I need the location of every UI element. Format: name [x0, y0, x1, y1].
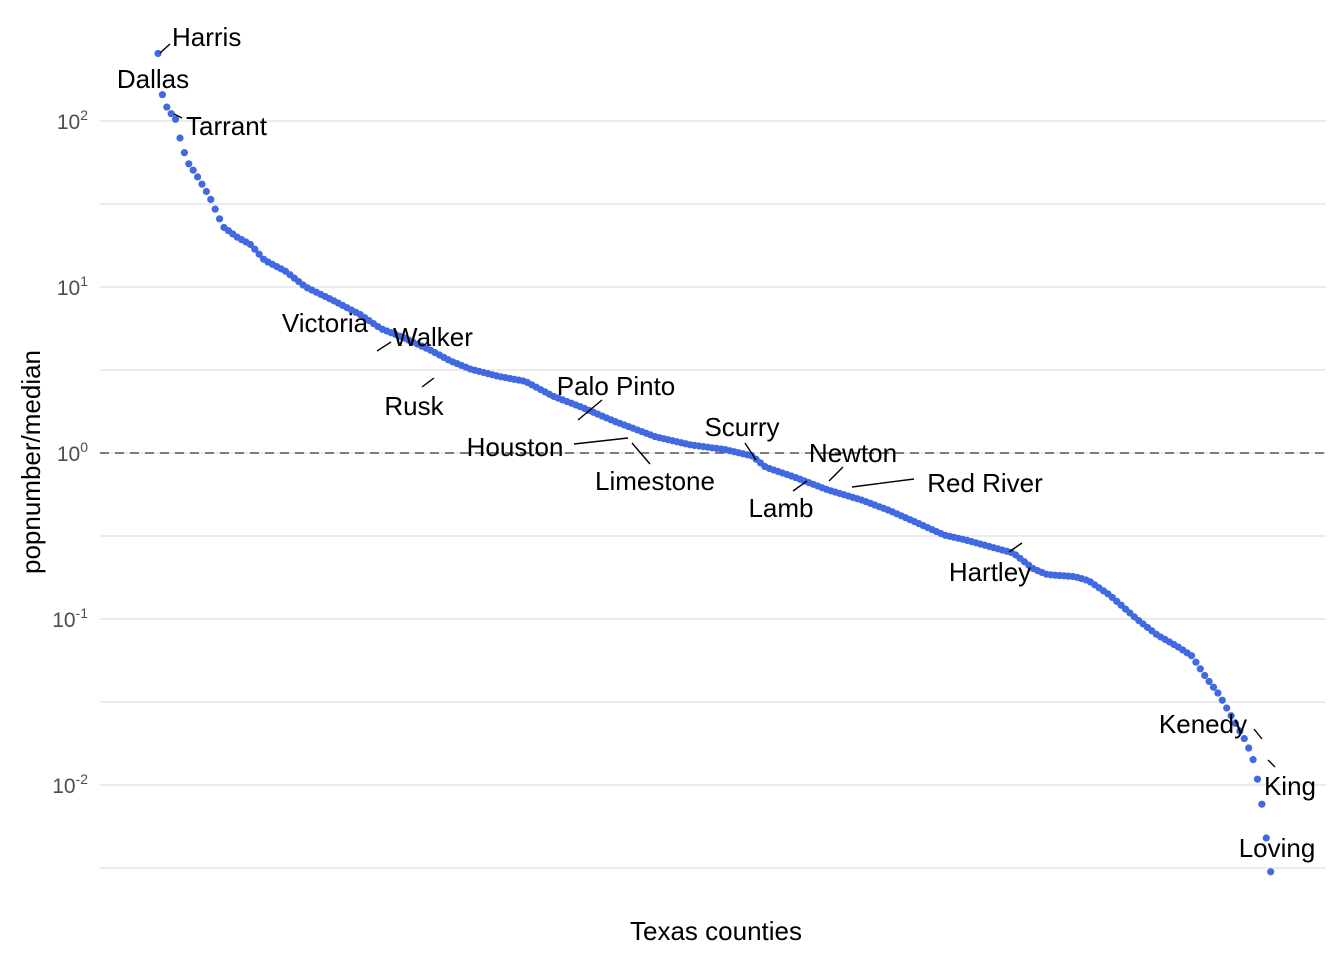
data-point [189, 166, 197, 174]
data-point [1267, 868, 1275, 876]
grid-lines [100, 120, 1326, 869]
data-point [1253, 775, 1262, 783]
data-point [1227, 712, 1235, 720]
label-leader [744, 442, 757, 461]
y-tick-label: 10-2 [52, 771, 88, 798]
data-point [1187, 652, 1196, 660]
point-label-scurry: Scurry [704, 412, 779, 442]
data-point [1245, 744, 1253, 752]
point-label-harris: Harris [172, 22, 241, 52]
point-label-hartley: Hartley [949, 557, 1031, 587]
label-leader [792, 480, 808, 492]
point-label-lamb: Lamb [748, 493, 813, 523]
data-point [202, 187, 210, 196]
point-label-king: King [1264, 771, 1316, 801]
label-leaders [159, 43, 1276, 768]
point-label-kenedy: Kenedy [1159, 709, 1247, 739]
data-point [1258, 800, 1266, 808]
x-axis-title: Texas counties [630, 916, 802, 946]
data-point [163, 103, 171, 111]
label-leader [1253, 728, 1263, 740]
data-points [154, 49, 1275, 876]
data-point [251, 245, 259, 253]
data-point [198, 180, 206, 188]
data-point [215, 215, 224, 223]
label-leader [376, 341, 392, 352]
data-point [158, 91, 166, 99]
data-point [207, 195, 215, 204]
data-point [171, 115, 180, 123]
data-point [246, 240, 254, 249]
data-point [1214, 689, 1222, 697]
label-leader [1008, 542, 1023, 553]
data-point [1223, 704, 1231, 712]
y-tick-label: 10-1 [52, 605, 88, 632]
point-label-palo-pinto: Palo Pinto [557, 371, 676, 401]
data-point [180, 149, 188, 157]
point-label-victoria: Victoria [282, 308, 369, 338]
point-label-rusk: Rusk [384, 391, 444, 421]
y-tick-label: 101 [57, 273, 88, 300]
y-tick-label: 100 [57, 439, 88, 466]
data-point [1192, 658, 1200, 666]
data-point [1196, 665, 1204, 673]
point-label-limestone: Limestone [595, 466, 715, 496]
label-leader [828, 466, 844, 482]
data-point [167, 110, 175, 118]
point-label-loving: Loving [1239, 833, 1316, 863]
data-point [1205, 677, 1213, 686]
data-point [1201, 671, 1209, 680]
data-point [1240, 734, 1248, 743]
point-label-newton: Newton [809, 438, 897, 468]
data-point [176, 134, 184, 142]
data-point [1236, 727, 1244, 735]
data-point [1231, 719, 1240, 728]
data-point [1249, 756, 1257, 764]
point-label-tarrant: Tarrant [186, 111, 268, 141]
data-point [193, 173, 202, 181]
y-axis-title: popnumber/median [16, 350, 46, 574]
label-leader [173, 113, 183, 119]
y-tick-label: 102 [57, 107, 88, 134]
point-label-walker: Walker [393, 322, 473, 352]
label-leader [159, 43, 171, 54]
point-labels: Harris Dallas Tarrant Victoria Walker Rusk Pal… [117, 22, 1316, 863]
label-leader [851, 478, 915, 488]
label-leader [573, 437, 629, 445]
data-point [154, 49, 162, 58]
data-point [1218, 696, 1226, 704]
y-tick-labels: 10-2 10-1 100 101 102 [52, 107, 88, 798]
label-leader [577, 399, 603, 421]
point-label-red-river: Red River [927, 468, 1043, 498]
data-point [1262, 834, 1270, 842]
data-point [255, 250, 263, 258]
data-point [185, 160, 193, 168]
label-leader [421, 377, 435, 388]
point-label-dallas: Dallas [117, 64, 189, 94]
data-point [211, 205, 219, 213]
label-leader [631, 442, 651, 465]
data-point [1209, 683, 1218, 691]
point-label-houston: Houston [467, 432, 564, 462]
label-leader [1267, 759, 1276, 768]
